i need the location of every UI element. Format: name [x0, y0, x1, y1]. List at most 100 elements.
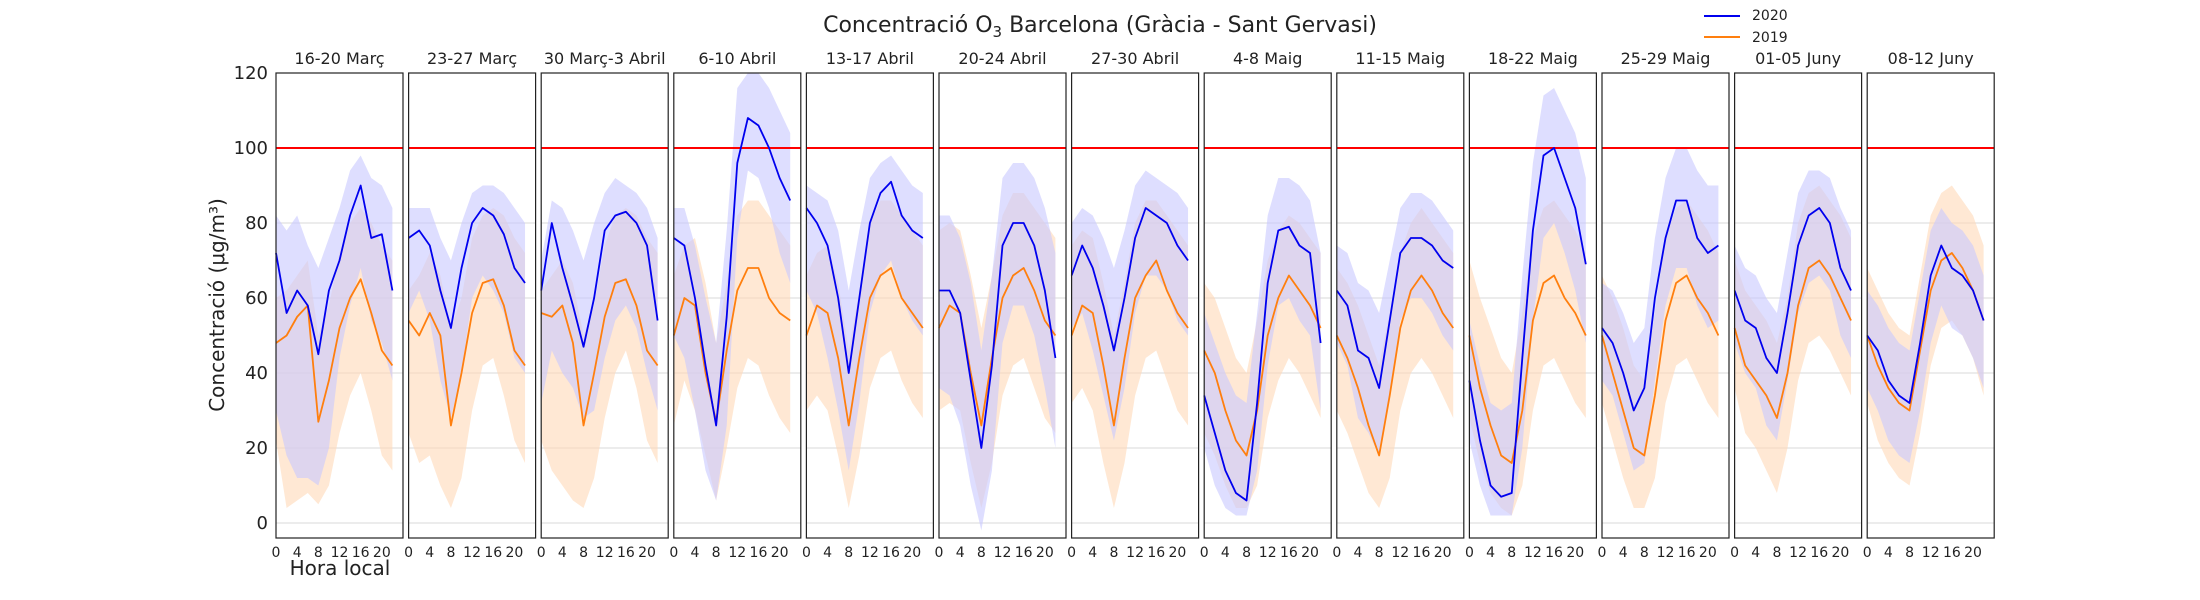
- panel-10: 18-22 Maig 0 4 8 12 16 20: [1465, 49, 1598, 561]
- x-tick-label: 16: [1280, 545, 1298, 561]
- x-tick-label: 12: [861, 545, 879, 561]
- x-tick-label: 20: [506, 545, 524, 561]
- series-line-2020: [1070, 207, 1189, 352]
- band-2020: [408, 185, 526, 418]
- x-tick-label: 8: [1640, 545, 1649, 561]
- x-tick-label: 4: [1884, 545, 1893, 561]
- band-2020: [1071, 170, 1189, 441]
- series-line-2020: [1733, 207, 1852, 374]
- panel-2: 23-27 Març 0 4 8 12 16 20: [404, 49, 537, 561]
- x-tick-label: 4: [1486, 545, 1495, 561]
- x-tick-label: 20: [1699, 545, 1717, 561]
- series-line-2020: [1336, 237, 1454, 389]
- panel-11: 25-29 Maig 0 4 8 12 16 20: [1598, 49, 1730, 561]
- band-2020: [1602, 148, 1719, 471]
- x-tick-label: 20: [373, 545, 391, 561]
- series-line-2019: [672, 267, 791, 423]
- x-tick-label: 16: [617, 545, 635, 561]
- y-tick-label: 0: [257, 513, 268, 534]
- panel-frame: [805, 72, 935, 539]
- series-line-2020: [275, 184, 394, 356]
- x-tick-label: 20: [1434, 545, 1452, 561]
- series-line-2019: [407, 278, 526, 427]
- band-2020: [276, 155, 393, 486]
- x-tick-label: 12: [1259, 545, 1277, 561]
- series-line-2020: [805, 180, 924, 374]
- series-line-2019: [1335, 274, 1454, 457]
- x-tick-label: 20: [638, 545, 656, 561]
- x-tick-label: 8: [1905, 545, 1914, 561]
- x-tick-label: 0: [1863, 545, 1872, 561]
- x-tick-label: 0: [1730, 545, 1739, 561]
- x-tick-label: 12: [1391, 545, 1409, 561]
- x-tick-label: 0: [1067, 545, 1076, 561]
- x-tick-label: 8: [314, 545, 323, 561]
- panel-title: 25-29 Maig: [1621, 49, 1711, 68]
- panel-title: 11-15 Maig: [1355, 49, 1445, 68]
- band-2020: [1336, 193, 1454, 456]
- series-line-2019: [540, 278, 659, 427]
- panel-title: 27-30 Abril: [1091, 49, 1179, 68]
- series-line-2020: [1866, 244, 1985, 404]
- x-tick-label: 12: [1657, 545, 1675, 561]
- chart-title: Concentració O3 Barcelona (Gràcia - Sant…: [823, 13, 1377, 41]
- y-axis-label: Concentració (μg/m³): [205, 198, 229, 412]
- x-tick-label: 8: [844, 545, 853, 561]
- x-tick-label: 12: [994, 545, 1012, 561]
- x-tick-label: 16: [352, 545, 370, 561]
- x-tick-label: 20: [1169, 545, 1187, 561]
- x-tick-label: 8: [1242, 545, 1251, 561]
- series-line-2019: [1866, 252, 1985, 412]
- series-line-2019: [275, 278, 394, 423]
- x-tick-label: 16: [750, 545, 768, 561]
- series-line-2020: [1203, 225, 1322, 502]
- y-tick-label: 20: [245, 438, 268, 459]
- panel-title: 16-20 Març: [294, 49, 384, 68]
- y-tick-label: 40: [245, 363, 268, 384]
- x-tick-label: 20: [1036, 545, 1054, 561]
- x-tick-label: 12: [728, 545, 746, 561]
- series-line-2019: [1070, 259, 1189, 427]
- x-tick-label: 8: [446, 545, 455, 561]
- x-tick-label: 16: [1147, 545, 1165, 561]
- legend: 2020 2019: [1704, 8, 1788, 46]
- x-tick-label: 8: [1507, 545, 1516, 561]
- panel-frame: [1070, 72, 1200, 539]
- panel-title: 08-12 Juny: [1888, 49, 1974, 68]
- x-tick-label: 16: [1015, 545, 1033, 561]
- x-tick-label: 16: [1943, 545, 1961, 561]
- series-line-2019: [1601, 274, 1720, 457]
- x-tick-label: 12: [463, 545, 481, 561]
- x-tick-label: 12: [596, 545, 614, 561]
- panel-title: 01-05 Juny: [1755, 49, 1841, 68]
- panel-12: 01-05 Juny 0 4 8 12 16 20: [1730, 49, 1863, 561]
- x-tick-label: 4: [823, 545, 832, 561]
- x-tick-label: 12: [1789, 545, 1807, 561]
- x-tick-label: 8: [1772, 545, 1781, 561]
- panel-frame: [540, 72, 669, 539]
- band-2020: [806, 155, 923, 471]
- panel-title: 30 Març-3 Abril: [544, 49, 666, 68]
- legend-label-2020: 2020: [1752, 8, 1788, 24]
- band-2020: [541, 178, 658, 418]
- series-line-2020: [408, 207, 526, 329]
- panel-title: 18-22 Maig: [1488, 49, 1578, 68]
- x-tick-label: 0: [1200, 545, 1209, 561]
- panel-5: 13-17 Abril 0 4 8 12 16 20: [802, 49, 935, 561]
- x-tick-label: 8: [977, 545, 986, 561]
- series-line-2020: [939, 222, 1057, 449]
- x-tick-label: 16: [882, 545, 900, 561]
- series-line-2019: [805, 267, 924, 427]
- panel-13: 08-12 Juny 0 4 8 12 16 20: [1863, 49, 1995, 561]
- y-tick-label: 100: [234, 138, 268, 159]
- x-tick-label: 4: [1088, 545, 1097, 561]
- panel-title: 4-8 Maig: [1233, 49, 1302, 68]
- x-tick-label: 4: [1354, 545, 1363, 561]
- x-tick-label: 0: [1332, 545, 1341, 561]
- x-tick-label: 20: [1964, 545, 1982, 561]
- x-tick-label: 0: [1598, 545, 1607, 561]
- panel-title: 20-24 Abril: [958, 49, 1046, 68]
- panel-6: 20-24 Abril 0 4 8 12 16 20: [935, 49, 1067, 561]
